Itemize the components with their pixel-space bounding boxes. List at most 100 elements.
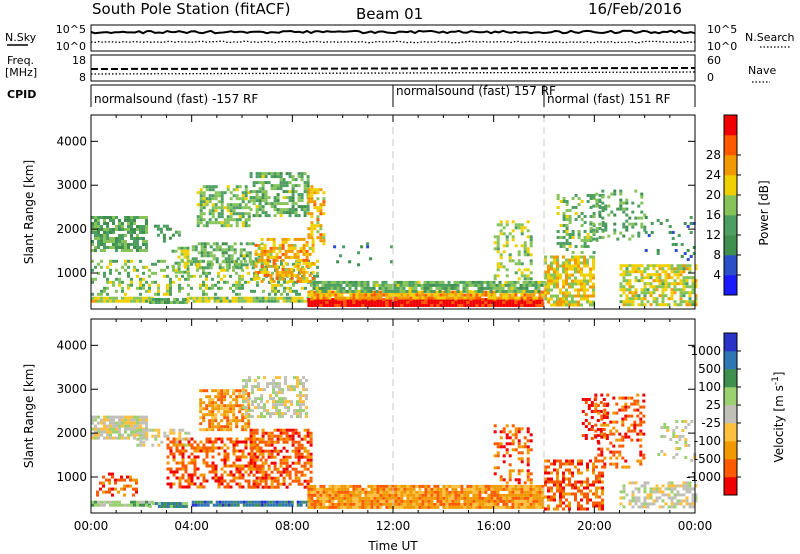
heatmap-cell [355,505,359,509]
heatmap-cell [202,413,206,417]
heatmap-cell [534,283,538,287]
heatmap-cell [91,500,94,504]
heatmap-cell [218,503,222,507]
heatmap-cell [514,484,518,488]
heatmap-cell [673,273,677,277]
heatmap-cell [211,389,215,393]
heatmap-cell [196,203,200,207]
heatmap-cell [229,215,233,219]
heatmap-cell [227,260,231,264]
heatmap-cell [299,400,302,404]
heatmap-cell [433,493,437,497]
heatmap-cell [499,253,503,257]
heatmap-cell [376,304,380,307]
heatmap-cell [640,297,644,301]
heatmap-cell [322,490,326,494]
heatmap-cell [275,412,278,416]
heatmap-cell [520,490,524,494]
heatmap-cell [333,283,337,287]
heatmap-cell [358,484,362,488]
heatmap-cell [230,500,234,504]
heatmap-cell [574,288,577,292]
heatmap-cell [281,258,285,262]
heatmap-cell [106,415,109,419]
heatmap-cell [628,222,632,226]
heatmap-cell [664,264,668,268]
heatmap-cell [241,485,245,489]
heatmap-cell [115,415,118,419]
heatmap-cell [430,487,434,491]
heatmap-cell [477,286,481,290]
heatmap-cell [643,228,647,232]
heatmap-cell [310,496,314,500]
heatmap-cell [529,499,533,503]
heatmap-cell [232,398,236,402]
heatmap-cell [191,500,195,504]
heatmap-cell [220,446,224,450]
heatmap-cell [229,401,233,405]
heatmap-cell [169,301,173,304]
heatmap-cell [252,446,256,450]
heatmap-cell [282,428,286,432]
heatmap-cell [232,461,236,465]
heatmap-cell [300,299,304,303]
heatmap-cell [565,224,569,227]
heatmap-cell [256,280,259,284]
heatmap-cell [275,382,278,386]
heatmap-cell [257,385,260,389]
heatmap-cell [118,243,121,246]
heatmap-cell [94,424,97,428]
heatmap-cell [475,487,479,491]
heatmap-cell [290,270,294,274]
heatmap-cell [208,197,212,201]
heatmap-cell [255,175,259,179]
heatmap-cell [373,301,377,304]
heatmap-cell [266,273,270,277]
heatmap-cell [577,279,580,283]
heatmap-cell [516,280,520,284]
heatmap-cell [214,194,218,198]
heatmap-cell [199,212,203,216]
heatmap-cell [484,502,488,506]
heatmap-cell [178,289,181,293]
heatmap-cell [583,291,586,295]
heatmap-cell [595,198,599,202]
heatmap-cell [248,409,251,413]
heatmap-cell [261,172,265,176]
heatmap-cell [438,289,442,293]
heatmap-cell [655,303,659,307]
nave-tick-bottom: 0 [707,71,714,84]
heatmap-cell [302,376,305,380]
nsky-panel: N.Sky 10^5 10^0 10^5 10^0 N.Search [5,23,795,53]
heatmap-cell [242,394,245,398]
heatmap-cell [279,208,283,212]
heatmap-cell [238,470,242,474]
heatmap-cell [142,265,145,269]
heatmap-cell [156,227,160,231]
heatmap-cell [429,289,433,293]
heatmap-cell [270,482,274,486]
heatmap-cell [421,493,425,497]
heatmap-cell [411,286,415,290]
heatmap-cell [400,496,404,500]
heatmap-cell [580,239,584,242]
heatmap-cell [202,485,206,489]
heatmap-cell [511,220,515,224]
heatmap-cell [571,251,575,254]
heatmap-cell [442,499,446,503]
heatmap-cell [505,235,509,239]
heatmap-cell [622,291,626,295]
heatmap-cell [257,403,260,407]
heatmap-cell [442,301,446,304]
heatmap-cell [406,296,410,300]
heatmap-cell [529,505,533,509]
heatmap-cell [296,394,299,398]
heatmap-cell [276,208,280,212]
heatmap-cell [370,296,374,300]
heatmap-cell [598,198,602,202]
heatmap-cell [139,283,142,287]
heatmap-cell [214,283,217,287]
heatmap-cell [559,303,562,307]
heatmap-cell [266,264,270,268]
heatmap-cell [505,493,509,497]
